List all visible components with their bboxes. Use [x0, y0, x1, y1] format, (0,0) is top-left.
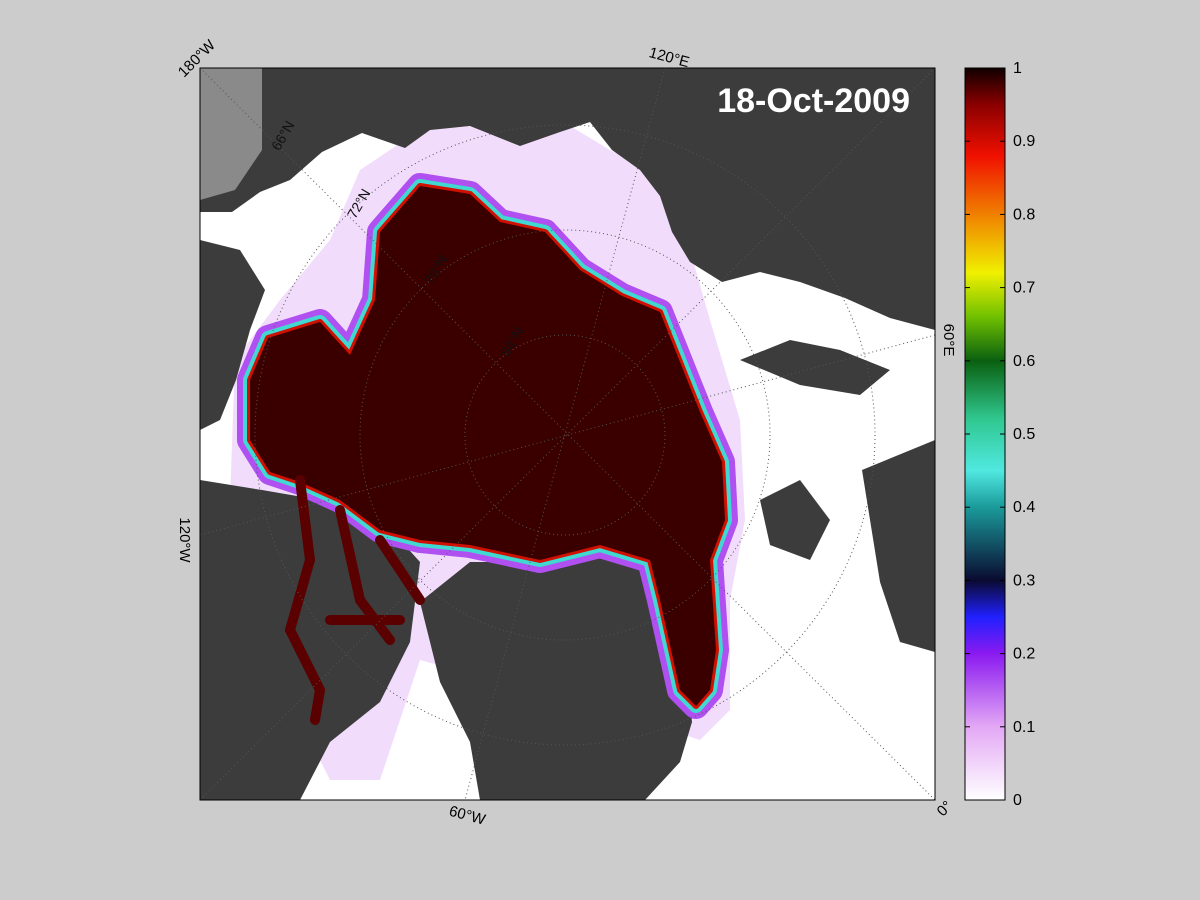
colorbar-ticks: 0 0.1 0.2 0.3 0.4 0.5 0.6 0.7 0.8 0.9 1: [965, 60, 1035, 809]
lon-label: 120°W: [176, 517, 193, 563]
colorbar-tick-label: 0.7: [1013, 280, 1035, 297]
channel-ice: [284, 475, 425, 725]
date-label: 18-Oct-2009: [717, 82, 910, 120]
map: [200, 68, 935, 800]
lon-label: 0°: [934, 798, 956, 820]
lon-label: 120°E: [647, 44, 691, 71]
colorbar: [964, 67, 1006, 801]
colorbar-tick-label: 0: [1013, 792, 1022, 809]
colorbar-tick-label: 1: [1013, 60, 1022, 77]
graticule: [200, 68, 935, 800]
colorbar-tick-label: 0.4: [1013, 499, 1035, 516]
colorbar-tick-label: 0.1: [1013, 719, 1035, 736]
colorbar-tick-label: 0.3: [1013, 572, 1035, 589]
colorbar-tick-label: 0.6: [1013, 353, 1035, 370]
map-frame: [199, 67, 936, 801]
no-data: [200, 68, 262, 200]
lon-label: 60°W: [447, 803, 488, 829]
lon-label: 60°E: [940, 324, 957, 357]
colorbar-tick-label: 0.5: [1013, 426, 1035, 443]
land: [200, 68, 935, 800]
colorbar-tick-label: 0.8: [1013, 206, 1035, 223]
colorbar-tick-label: 0.9: [1013, 133, 1035, 150]
colorbar-tick-label: 0.2: [1013, 646, 1035, 663]
